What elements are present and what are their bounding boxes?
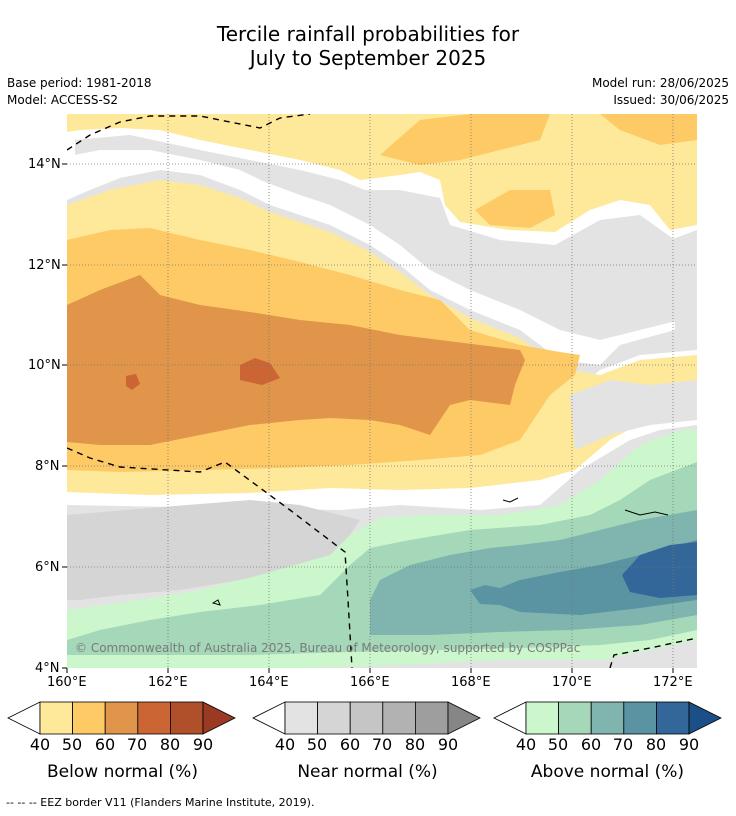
colorbar-tick: 40 — [515, 735, 537, 754]
colorbar-cell — [137, 701, 171, 735]
colorbar-title-near: Near normal (%) — [297, 762, 438, 782]
colorbar-tick: 80 — [404, 735, 426, 754]
map-title-line1: Tercile rainfall probabilities for — [216, 22, 520, 46]
y-tick-label: 6°N — [35, 560, 60, 575]
colorbar-below-max-arrow — [202, 701, 236, 735]
near-normal-north-patch — [75, 135, 680, 340]
colorbar-cell — [414, 701, 449, 735]
x-tick-label: 170°E — [552, 675, 592, 690]
colorbar-above-max-arrow — [688, 701, 722, 735]
issued-date: Issued: 30/06/2025 — [613, 93, 729, 107]
y-tick-label: 12°N — [28, 258, 61, 273]
colorbar-tick: 80 — [645, 735, 667, 754]
colorbar-cell — [656, 701, 690, 735]
near-normal-south-patch — [67, 500, 360, 600]
copyright-notice: © Commonwealth of Australia 2025, Bureau… — [75, 641, 581, 655]
base-period: Base period: 1981-2018 — [7, 76, 152, 90]
colorbar-tick: 90 — [437, 735, 459, 754]
colorbar-near-max-arrow — [447, 701, 481, 735]
x-tick-label: 172°E — [653, 675, 693, 690]
colorbar-tick: 40 — [274, 735, 296, 754]
colorbar-cell — [104, 701, 139, 735]
colorbar-below-min-arrow — [7, 701, 41, 735]
colorbar-tick: 50 — [306, 735, 328, 754]
x-tick-label: 162°E — [148, 675, 188, 690]
colorbar-above-normal — [493, 701, 722, 735]
colorbar-cell — [169, 701, 204, 735]
colorbar-tick: 50 — [61, 735, 83, 754]
x-tick-label: 168°E — [451, 675, 491, 690]
colorbar-tick: 70 — [612, 735, 634, 754]
colorbar-cell — [72, 701, 106, 735]
colorbar-tick: 60 — [339, 735, 361, 754]
eez-footnote: -- -- -- EEZ border V11 (Flanders Marine… — [6, 796, 315, 809]
colorbar-below-normal — [7, 701, 236, 735]
eez-border-lines — [67, 114, 697, 668]
colorbar-cell — [382, 701, 416, 735]
colorbar-tick: 90 — [678, 735, 700, 754]
colorbar-tick: 60 — [94, 735, 116, 754]
probability-map — [67, 114, 697, 668]
below-normal-50-60-north — [380, 114, 550, 165]
colorbar-cell — [349, 701, 384, 735]
model-run: Model run: 28/06/2025 — [591, 76, 729, 90]
y-tick-label: 8°N — [35, 459, 60, 474]
x-tick-label: 160°E — [47, 675, 87, 690]
colorbar-near-normal — [252, 701, 481, 735]
colorbar-title-below: Below normal (%) — [47, 762, 198, 782]
colorbar-title-above: Above normal (%) — [530, 762, 685, 782]
colorbar-tick: 70 — [126, 735, 148, 754]
near-normal-east-patch — [570, 380, 697, 450]
colorbar-above-min-arrow — [493, 701, 527, 735]
colorbar-cell — [590, 701, 625, 735]
x-tick-label: 166°E — [350, 675, 390, 690]
colorbar-tick: 90 — [192, 735, 214, 754]
colorbar-cell — [39, 701, 73, 735]
below-normal-50-60-ne — [600, 114, 697, 145]
colorbar-cell — [525, 701, 559, 735]
map-gridlines — [67, 114, 697, 668]
x-tick-label: 164°E — [249, 675, 289, 690]
colorbar-cell — [558, 701, 592, 735]
colorbar-near-min-arrow — [252, 701, 286, 735]
y-tick-label: 4°N — [35, 661, 60, 676]
colorbar-tick: 50 — [547, 735, 569, 754]
colorbar-tick: 40 — [29, 735, 51, 754]
colorbar-tick: 80 — [159, 735, 181, 754]
island-outlines — [211, 497, 669, 606]
map-title-line2: July to September 2025 — [249, 46, 487, 70]
below-normal-50-60-mid — [475, 190, 555, 228]
model-name: Model: ACCESS-S2 — [7, 93, 119, 107]
axis-tick-marks — [62, 163, 674, 673]
above-normal-80-90-region — [622, 542, 697, 598]
colorbar-tick: 70 — [371, 735, 393, 754]
colorbar-cell — [317, 701, 351, 735]
colorbar-cell — [623, 701, 657, 735]
below-normal-60-70-region — [67, 275, 525, 445]
y-tick-label: 14°N — [28, 157, 61, 172]
colorbar-cell — [284, 701, 318, 735]
colorbar-tick: 60 — [580, 735, 602, 754]
below-normal-70-80-patch-b — [126, 374, 140, 390]
y-tick-label: 10°N — [28, 358, 61, 373]
